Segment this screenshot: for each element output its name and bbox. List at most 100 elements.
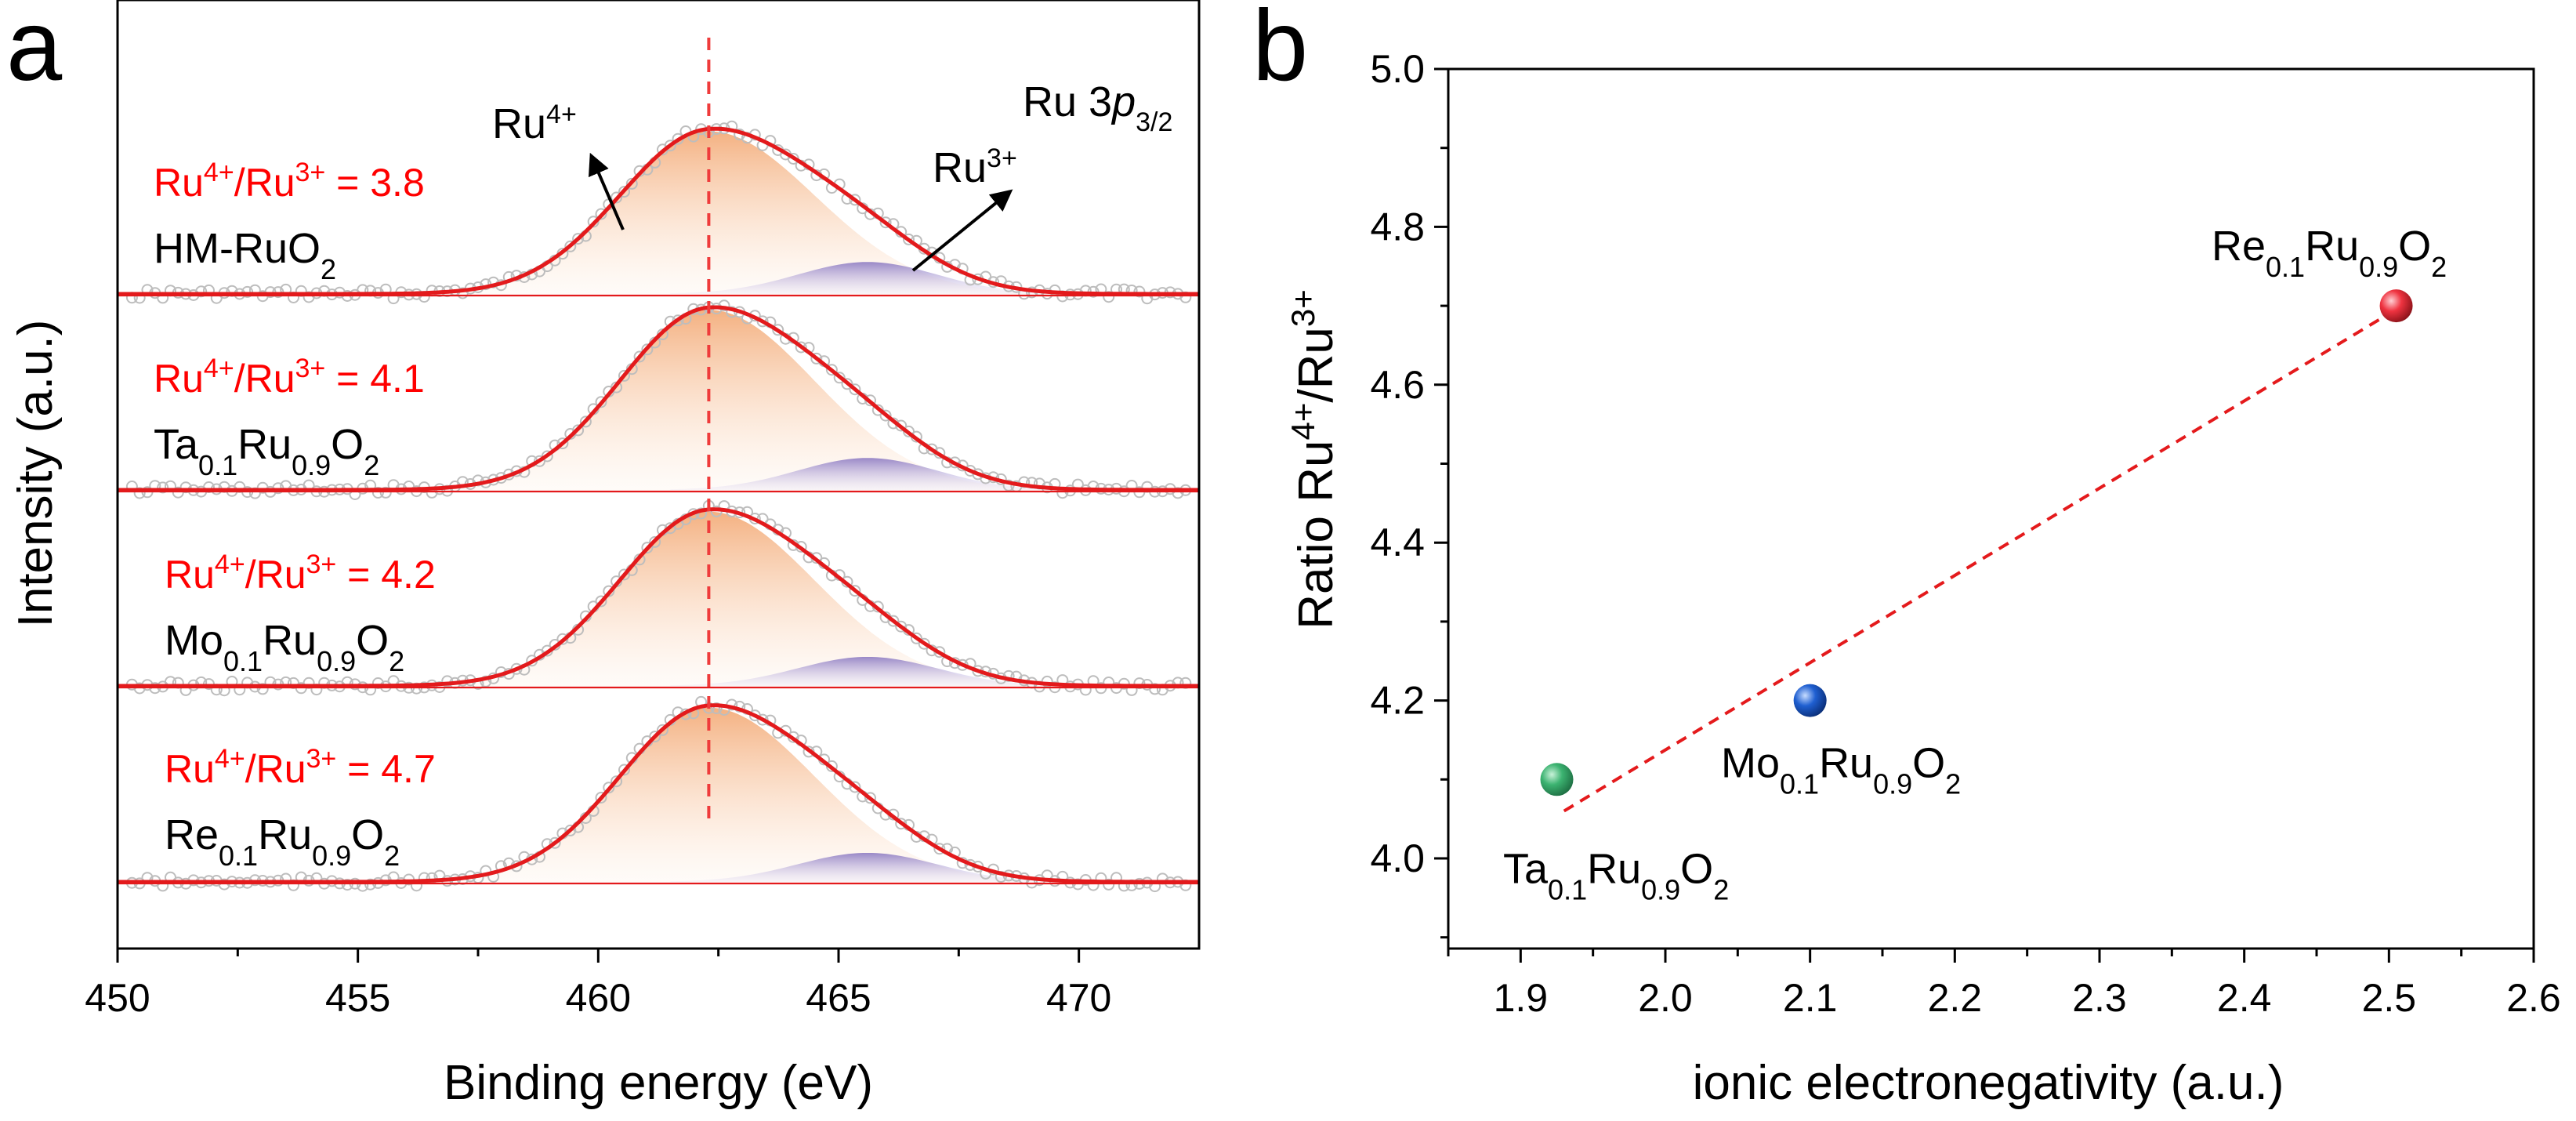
- raw-data-point: [618, 186, 630, 198]
- label-part: Ratio Ru: [1289, 441, 1343, 629]
- raw-data-point: [825, 364, 838, 376]
- sample-name-label: Mo0.1Ru0.9O2: [165, 617, 404, 677]
- peak-fill-areas: [454, 131, 1079, 882]
- fit-envelope-line: [118, 507, 1198, 688]
- raw-data-point: [195, 285, 208, 298]
- raw-data-point: [849, 781, 861, 793]
- raw-data-point: [710, 702, 723, 714]
- label-part: Re: [165, 811, 219, 858]
- raw-data-point: [595, 792, 607, 804]
- label-part: O: [1680, 845, 1713, 892]
- scatter-point: [2379, 289, 2413, 323]
- raw-data-point: [603, 782, 615, 794]
- raw-data-point: [610, 775, 623, 788]
- ratio-label: Ru4+/Ru3+ = 3.8: [154, 158, 425, 205]
- label-part: Mo: [165, 617, 223, 664]
- raw-data-point: [833, 372, 846, 384]
- panel-b-x-axis-title: ionic electronegativity (a.u.): [1693, 1056, 2284, 1110]
- raw-data-point: [364, 878, 377, 891]
- fit-envelope-line: [118, 126, 1198, 296]
- raw-data-point: [849, 383, 861, 396]
- fit-lines: [118, 126, 1199, 885]
- raw-data-point: [549, 836, 561, 849]
- ru3-component-fill: [670, 262, 1079, 294]
- raw-data-point: [641, 343, 654, 356]
- label-part: Ta: [154, 421, 199, 468]
- panel-a-x-axis-title: Binding energy (eV): [444, 1056, 873, 1110]
- raw-data-point: [895, 419, 908, 432]
- label-part: Mo: [1721, 740, 1780, 787]
- panel-b-plot-frame: [1447, 67, 2535, 950]
- raw-data-point: [672, 314, 684, 327]
- label-part: 0.1: [1780, 767, 1819, 800]
- raw-data-point: [1133, 285, 1146, 298]
- x-tick-label: 2.6: [2506, 976, 2561, 1020]
- raw-data-point: [572, 424, 585, 437]
- label-part: 4+: [1284, 403, 1321, 441]
- raw-data-point: [849, 585, 861, 597]
- x-tick-label: 470: [1046, 976, 1111, 1020]
- raw-data-point: [895, 620, 908, 633]
- label-part: O: [2398, 223, 2431, 270]
- x-tick-label: 2.4: [2217, 976, 2272, 1020]
- raw-data-point: [641, 542, 654, 554]
- panel-b-y-axis-title: Ratio Ru4+/Ru3+: [1284, 289, 1344, 629]
- raw-data-point: [841, 378, 853, 390]
- ru4-component-fill: [454, 511, 1031, 686]
- label-part: 0.1: [1548, 873, 1587, 905]
- raw-data-point: [649, 731, 661, 743]
- label-part: 2: [384, 840, 400, 872]
- raw-data-point: [179, 481, 192, 494]
- label-part: 0.9: [292, 449, 331, 481]
- x-tick-label: 2.0: [1638, 976, 1693, 1020]
- x-tick-label: 2.1: [1783, 976, 1838, 1020]
- label-part: O: [356, 617, 389, 664]
- label-part: 2: [389, 645, 404, 677]
- label-part: 0.1: [198, 449, 237, 481]
- sample-name-label: Ta0.1Ru0.9O2: [154, 421, 379, 481]
- raw-data-point: [657, 724, 668, 736]
- x-tick-label: 1.9: [1494, 976, 1549, 1020]
- raw-data-point: [618, 369, 630, 382]
- raw-data-point: [849, 194, 861, 206]
- scatter-point: [1540, 763, 1574, 796]
- raw-data-point: [618, 764, 630, 776]
- label-part: Ru: [1587, 845, 1641, 892]
- raw-data-point: [633, 350, 646, 363]
- panel-letter-a: a: [6, 0, 63, 102]
- raw-data-point: [1172, 487, 1184, 499]
- label-part: 0.9: [312, 840, 351, 872]
- ratio-label: Ru4+/Ru3+ = 4.1: [154, 354, 425, 401]
- x-tick-label: 450: [85, 976, 150, 1020]
- raw-data-point: [879, 216, 892, 229]
- raw-data-point: [610, 191, 623, 204]
- scatter-point: [1793, 684, 1827, 717]
- raw-data-point: [595, 595, 607, 608]
- sample-name-label: Re0.1Ru0.9O2: [165, 811, 400, 872]
- raw-data-point: [903, 233, 915, 245]
- raw-data-point: [587, 216, 600, 228]
- ru4-arrow: [588, 152, 625, 230]
- panel-b-ticks: 1.9 2.0 2.1 2.2 2.3 2.4 2.5 2.6 4.0 4.2 4.4 4.6 4.8 5…: [1370, 47, 2560, 1020]
- raw-data-point: [649, 535, 661, 548]
- y-tick-label: 4.6: [1370, 363, 1425, 407]
- raw-data-point: [910, 632, 922, 644]
- label-part: HM-RuO: [154, 225, 321, 272]
- sample-name-label: HM-RuO2: [154, 225, 336, 285]
- label-part: 3+: [1284, 289, 1321, 327]
- raw-data-point: [756, 713, 769, 726]
- raw-data-point: [572, 233, 585, 245]
- x-tick-label: 2.3: [2072, 976, 2127, 1020]
- raw-data-point: [379, 486, 392, 499]
- label-part: Ru: [1819, 740, 1873, 787]
- x-tick-label: 465: [806, 976, 871, 1020]
- ru4-component-fill: [454, 310, 1031, 490]
- raw-data-point: [810, 352, 823, 365]
- ru3-component-fill: [670, 853, 1079, 882]
- raw-data-point: [595, 208, 607, 220]
- x-tick-label: 2.5: [2362, 976, 2417, 1020]
- scatter-points: [1540, 289, 2413, 796]
- label-part: 0.9: [317, 645, 356, 677]
